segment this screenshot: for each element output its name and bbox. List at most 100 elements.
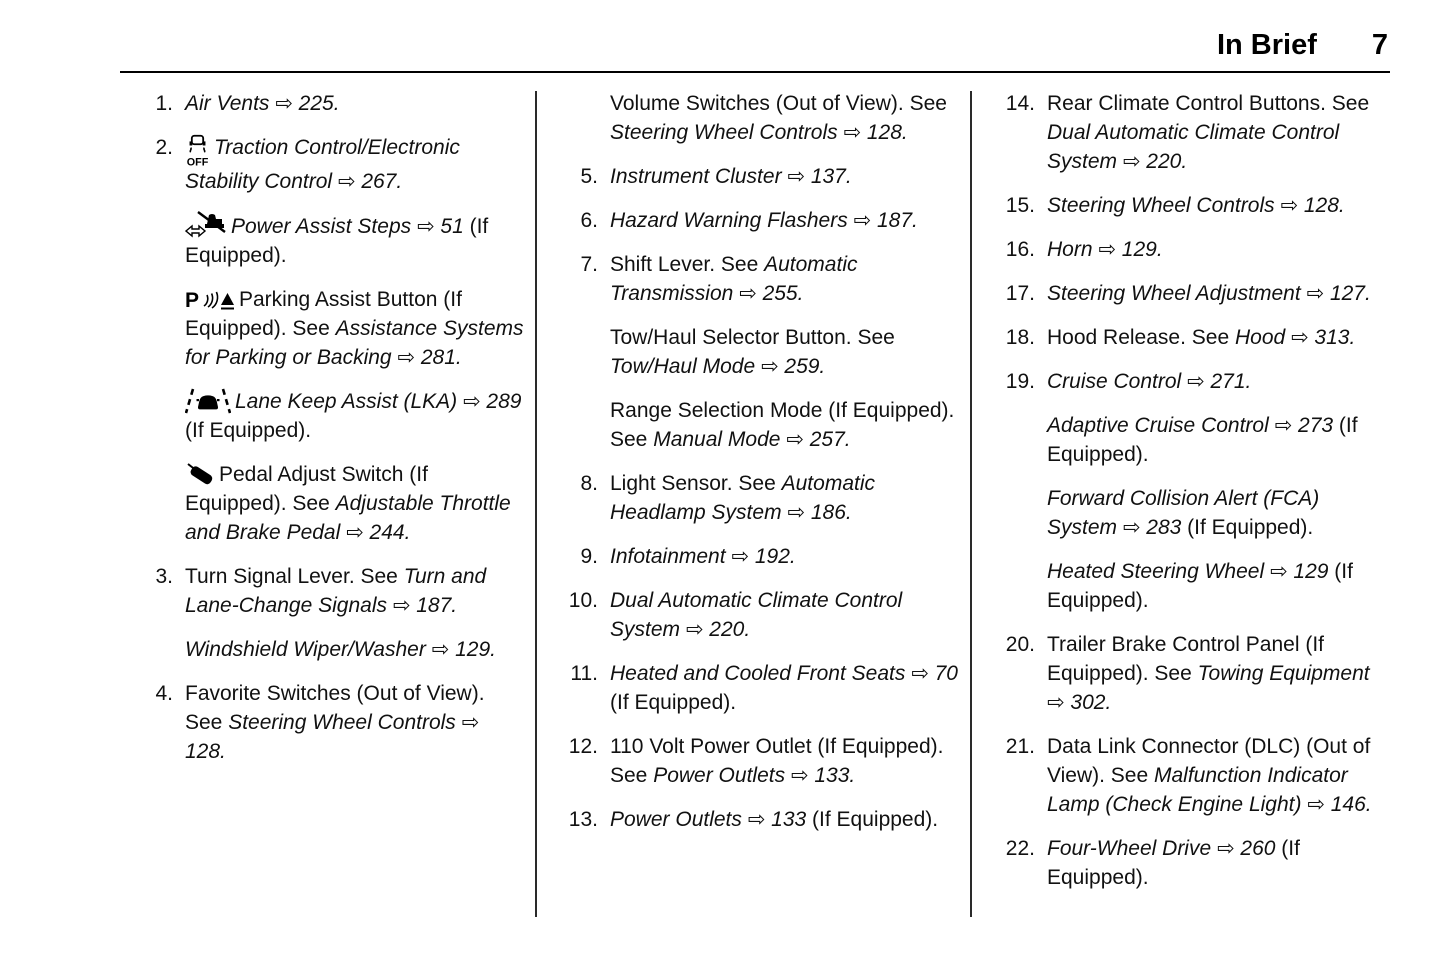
item-paragraph: Pedal Adjust Switch (If Equipped). See A… xyxy=(185,460,524,547)
power-assist-steps-icon xyxy=(185,210,227,239)
item-paragraph: Turn Signal Lever. See Turn and Lane-Cha… xyxy=(185,562,524,620)
cross-reference-text: Automatic Transmission ⇨ 255. xyxy=(610,252,858,305)
item-number: 22. xyxy=(1005,836,1035,860)
item-paragraph: Cruise Control ⇨ 271. xyxy=(1047,367,1390,396)
item-body: Instrument Cluster ⇨ 137. xyxy=(610,162,959,191)
item-text: (If Equipped). xyxy=(806,807,939,831)
item-paragraph: Light Sensor. See Automatic Headlamp Sys… xyxy=(610,469,959,527)
cross-reference-text: Hazard Warning Flashers ⇨ 187. xyxy=(610,208,918,232)
list-item: 15. Steering Wheel Controls ⇨ 128. xyxy=(995,191,1390,220)
item-body: 110 Volt Power Outlet (If Equipped). See… xyxy=(610,732,959,790)
cross-reference-text: Forward Collision Alert (FCA) System ⇨ 2… xyxy=(1047,486,1320,539)
item-paragraph: OFF Traction Control/Electronic Stability… xyxy=(185,133,524,196)
item-number: 3. xyxy=(155,564,173,588)
item-paragraph: Lane Keep Assist (LKA) ⇨ 289 (If Equippe… xyxy=(185,387,524,445)
item-body: Rear Climate Control Buttons. See Dual A… xyxy=(1047,89,1390,176)
list-item: 19. Cruise Control ⇨ 271. Adaptive Cruise … xyxy=(995,367,1390,615)
item-number: 7. xyxy=(580,252,598,276)
item-body: Power Outlets ⇨ 133 (If Equipped). xyxy=(610,805,959,834)
item-paragraph: Tow/Haul Selector Button. See Tow/Haul M… xyxy=(610,323,959,381)
cross-reference-text: Steering Wheel Adjustment ⇨ 127. xyxy=(1047,281,1371,305)
cross-reference-text: Steering Wheel Controls ⇨ 128. xyxy=(185,710,480,763)
cross-reference-text: Towing Equipment ⇨ 302. xyxy=(1047,661,1370,714)
item-paragraph: Horn ⇨ 129. xyxy=(1047,235,1390,264)
item-number: 9. xyxy=(580,544,598,568)
cross-reference-text: Power Outlets ⇨ 133. xyxy=(653,763,856,787)
item-body: Cruise Control ⇨ 271. Adaptive Cruise Con… xyxy=(1047,367,1390,615)
item-text: (If Equipped). xyxy=(1047,836,1300,889)
traction-control-off-icon: OFF xyxy=(185,134,210,167)
cross-reference-text: Hood ⇨ 313. xyxy=(1234,325,1356,349)
item-paragraph: Data Link Connector (DLC) (Out of View).… xyxy=(1047,732,1390,819)
item-number: 17. xyxy=(1005,281,1035,305)
item-text: Volume Switches (Out of View). See xyxy=(610,91,947,115)
item-paragraph: Four-Wheel Drive ⇨ 260 (If Equipped). xyxy=(1047,834,1390,892)
cross-reference-text: Lane Keep Assist (LKA) ⇨ 289 xyxy=(235,389,522,413)
cross-reference-text: Manual Mode ⇨ 257. xyxy=(653,427,851,451)
item-body: Four-Wheel Drive ⇨ 260 (If Equipped). xyxy=(1047,834,1390,892)
column-1: 1. Air Vents ⇨ 225. 2. OFF Traction Control/… xyxy=(120,89,524,781)
header-rule xyxy=(120,70,1390,73)
list-item: Volume Switches (Out of View). See Steer… xyxy=(558,89,959,147)
column-separator xyxy=(970,90,972,917)
cross-reference-text: Adjustable Throttle and Brake Pedal ⇨ 24… xyxy=(185,491,511,544)
item-paragraph: Favorite Switches (Out of View). See Ste… xyxy=(185,679,524,766)
item-number: 10. xyxy=(568,588,598,612)
item-body: Favorite Switches (Out of View). See Ste… xyxy=(185,679,524,766)
item-number: 18. xyxy=(1005,325,1035,349)
item-number: 13. xyxy=(568,807,598,831)
item-number: 14. xyxy=(1005,91,1035,115)
list-item: 14. Rear Climate Control Buttons. See Dua… xyxy=(995,89,1390,176)
parking-assist-icon: P xyxy=(185,288,235,312)
item-text: Parking Assist Button (If Equipped). See xyxy=(185,287,462,340)
cross-reference-text: Dual Automatic Climate Control System ⇨ … xyxy=(1047,120,1340,173)
item-paragraph: Range Selection Mode (If Equipped). See … xyxy=(610,396,959,454)
cross-reference-text: Power Outlets ⇨ 133 xyxy=(610,807,807,831)
lane-keep-assist-icon xyxy=(185,388,231,414)
item-paragraph: Hood Release. See Hood ⇨ 313. xyxy=(1047,323,1390,352)
item-text: Data Link Connector (DLC) (Out of View).… xyxy=(1047,734,1371,787)
cross-reference-text: Turn and Lane-Change Signals ⇨ 187. xyxy=(185,564,487,617)
item-number: 6. xyxy=(580,208,598,232)
item-body: Light Sensor. See Automatic Headlamp Sys… xyxy=(610,469,959,527)
cross-reference-text: Adaptive Cruise Control ⇨ 273 xyxy=(1047,413,1334,437)
item-paragraph: Power Outlets ⇨ 133 (If Equipped). xyxy=(610,805,959,834)
item-text: (If Equipped). xyxy=(1047,559,1353,612)
item-body: OFF Traction Control/Electronic Stability… xyxy=(185,133,524,547)
item-number: 8. xyxy=(580,471,598,495)
list-item: 7. Shift Lever. See Automatic Transmissio… xyxy=(558,250,959,454)
item-text: Hood Release. See xyxy=(1047,325,1235,349)
item-paragraph: Hazard Warning Flashers ⇨ 187. xyxy=(610,206,959,235)
item-paragraph: Heated Steering Wheel ⇨ 129 (If Equipped… xyxy=(1047,557,1390,615)
cross-reference-text: Automatic Headlamp System ⇨ 186. xyxy=(610,471,875,524)
item-paragraph: Infotainment ⇨ 192. xyxy=(610,542,959,571)
cross-reference-text: Assistance Systems for Parking or Backin… xyxy=(185,316,524,369)
list-item: 3. Turn Signal Lever. See Turn and Lane-C… xyxy=(133,562,524,664)
cross-reference-text: Traction Control/Electronic Stability Co… xyxy=(185,135,460,193)
list-item: 17. Steering Wheel Adjustment ⇨ 127. xyxy=(995,279,1390,308)
item-body: Heated and Cooled Front Seats ⇨ 70 (If E… xyxy=(610,659,959,717)
cross-reference-text: Malfunction Indicator Lamp (Check Engine… xyxy=(1047,763,1372,816)
item-number: 16. xyxy=(1005,237,1035,261)
cross-reference-text: Instrument Cluster ⇨ 137. xyxy=(610,164,852,188)
item-number: 11. xyxy=(570,661,598,685)
item-body: Trailer Brake Control Panel (If Equipped… xyxy=(1047,630,1390,717)
page-header: In Brief 7 xyxy=(0,0,1445,62)
cross-reference-text: Cruise Control ⇨ 271. xyxy=(1047,369,1252,393)
cross-reference-text: Dual Automatic Climate Control System ⇨ … xyxy=(610,588,903,641)
item-paragraph: Air Vents ⇨ 225. xyxy=(185,89,524,118)
item-number: 12. xyxy=(568,734,598,758)
list-item: 10. Dual Automatic Climate Control System… xyxy=(558,586,959,644)
item-text: Rear Climate Control Buttons. See xyxy=(1047,91,1370,115)
list-item: 20. Trailer Brake Control Panel (If Equip… xyxy=(995,630,1390,717)
item-number: 21. xyxy=(1005,734,1035,758)
page-number: 7 xyxy=(1371,29,1388,61)
item-body: Hood Release. See Hood ⇨ 313. xyxy=(1047,323,1390,352)
item-text: (If Equipped). xyxy=(1181,515,1314,539)
item-text: Range Selection Mode (If Equipped). See xyxy=(610,398,955,451)
item-text: (If Equipped). xyxy=(185,214,489,267)
item-body: Steering Wheel Adjustment ⇨ 127. xyxy=(1047,279,1390,308)
cross-reference-text: Four-Wheel Drive ⇨ 260 xyxy=(1047,836,1276,860)
cross-reference-text: Infotainment ⇨ 192. xyxy=(610,544,796,568)
